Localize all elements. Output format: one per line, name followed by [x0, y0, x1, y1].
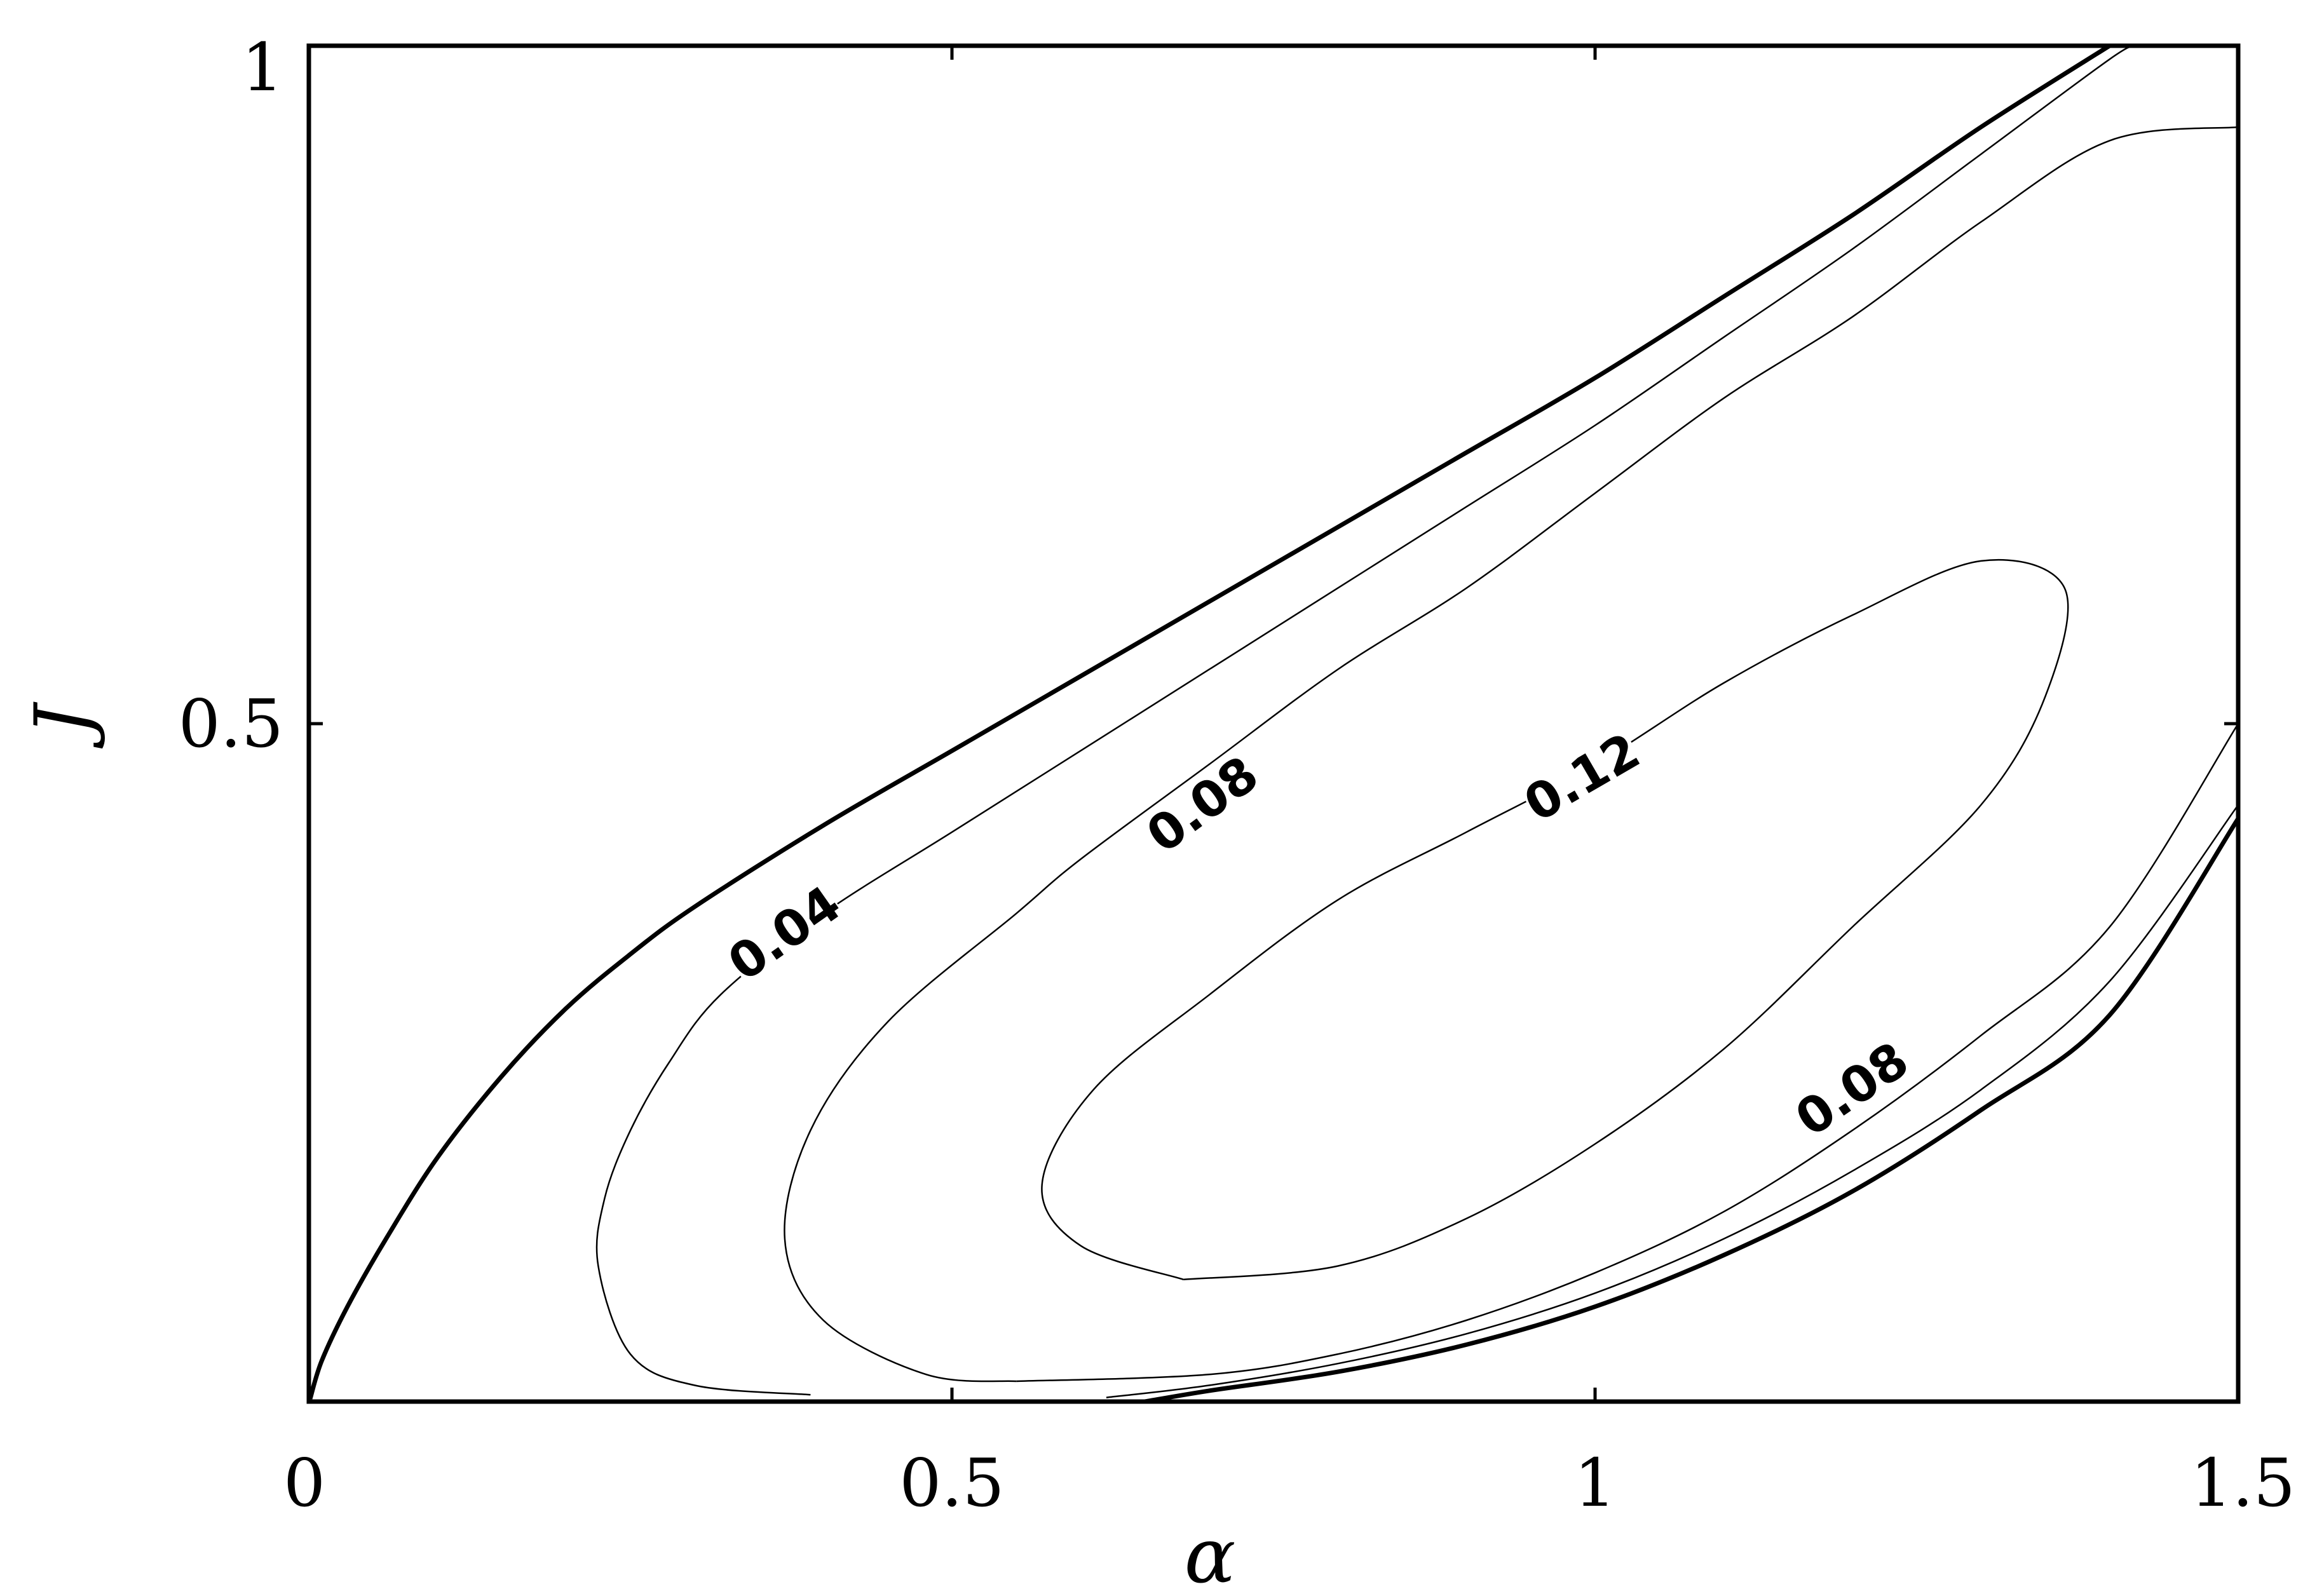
plot-frame	[306, 43, 2241, 1404]
contour-line-0-04-2	[595, 46, 2136, 1396]
contour-line-0-12-6	[1041, 558, 2069, 1281]
contour-line-0-04-3	[1106, 804, 2238, 1398]
y-axis-label: J	[19, 701, 107, 749]
x-tick-label-0: 0	[283, 1444, 325, 1522]
contour-label-bg-1	[1138, 747, 1268, 863]
x-axis-label: α	[1184, 1512, 1235, 1596]
contour-label-0: 0.04	[718, 876, 851, 992]
tick-labels: 0 0.5 1 1.5 0.5 1	[179, 29, 2295, 1522]
contour-lines	[309, 46, 2238, 1402]
contour-label-bg-2	[1516, 723, 1649, 833]
contour-line-0-0	[309, 46, 2111, 1400]
contour-label-2: 0.12	[1515, 722, 1650, 833]
contour-label-bg-0	[719, 876, 850, 992]
y-tick-label-1: 1	[241, 29, 283, 106]
x-tick-label-1: 0.5	[899, 1444, 1004, 1522]
contour-line-0-08-5	[1016, 723, 2238, 1383]
y-tick-label-0: 0.5	[179, 685, 283, 762]
contour-line-0-1	[1145, 817, 2238, 1402]
contour-label-1: 0.08	[1137, 746, 1269, 865]
x-tick-label-3: 1.5	[2191, 1444, 2295, 1522]
contour-line-0-08-4	[784, 126, 2238, 1383]
contour-label-bg-3	[1786, 1032, 1919, 1147]
axis-ticks	[307, 44, 2240, 1402]
contour-labels: 0.040.08 0.120.08	[718, 722, 1919, 1148]
x-tick-label-2: 1	[1574, 1444, 1616, 1522]
